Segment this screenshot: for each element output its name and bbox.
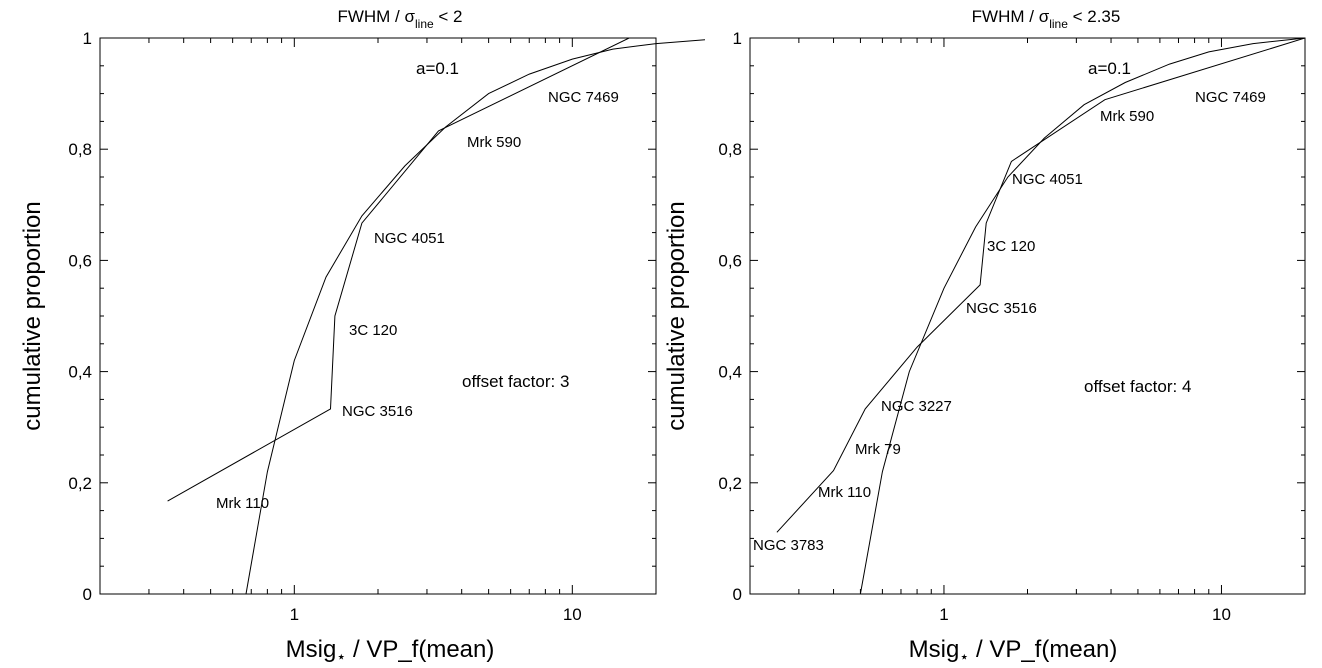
x-tick-label: 10	[1212, 605, 1231, 624]
y-tick-label: 0,2	[68, 474, 92, 493]
point-label: NGC 3516	[342, 403, 413, 420]
y-tick-label: 0,6	[68, 251, 92, 270]
panel-title: FWHM / σline < 2	[337, 7, 462, 31]
point-label: NGC 3227	[881, 398, 952, 415]
point-label: Mrk 79	[855, 441, 901, 458]
annotation-offset-factor: offset factor: 3	[462, 372, 569, 391]
y-axis-label: cumulative proportion	[19, 201, 46, 430]
y-tick-label: 0,4	[68, 363, 92, 382]
point-label: NGC 4051	[1012, 171, 1083, 188]
point-label: NGC 7469	[1195, 89, 1266, 106]
point-label: 3C 120	[349, 322, 397, 339]
point-label: Mrk 590	[1100, 108, 1154, 125]
x-tick-label: 10	[563, 605, 582, 624]
annotation-offset-factor: offset factor: 4	[1084, 377, 1191, 396]
point-label: NGC 3516	[966, 300, 1037, 317]
plot-frame	[99, 37, 657, 595]
empirical-cdf-line	[167, 38, 630, 502]
y-tick-label: 0,2	[718, 474, 742, 493]
y-tick-label: 1	[83, 29, 92, 48]
empirical-cdf-line	[776, 38, 1305, 533]
chart-panel-2: 0 0,2 0,4 0,6 0,8 1 1 10 NGC 3783 Mrk 110 Mrk 79 NG…	[663, 7, 1306, 666]
model-curve	[245, 39, 706, 595]
model-curve	[859, 38, 1305, 594]
point-label: 3C 120	[987, 238, 1035, 255]
point-label: NGC 7469	[548, 89, 619, 106]
point-label: NGC 4051	[374, 230, 445, 247]
point-label: Mrk 110	[216, 495, 269, 512]
chart-panel-1: 0 0,2 0,4 0,6 0,8 1 1 10 Mrk 110 NGC 3516 3C 120 NG…	[19, 7, 706, 666]
x-tick-label: 1	[290, 605, 299, 624]
point-label: Mrk 110	[818, 484, 871, 501]
y-tick-label: 0,8	[718, 140, 742, 159]
y-tick-label: 0,8	[68, 140, 92, 159]
y-tick-label: 0	[733, 585, 742, 604]
annotation-a: a=0.1	[416, 59, 459, 78]
x-tick-label: 1	[939, 605, 948, 624]
x-axis-label: Msig⋆ / VP_f(mean)	[909, 636, 1118, 666]
panel-title: FWHM / σline < 2.35	[972, 7, 1121, 31]
point-label: Mrk 590	[467, 134, 521, 151]
y-axis-label: cumulative proportion	[663, 201, 690, 430]
y-tick-label: 1	[733, 29, 742, 48]
y-tick-label: 0,6	[718, 251, 742, 270]
y-tick-label: 0	[83, 585, 92, 604]
x-axis-label: Msig⋆ / VP_f(mean)	[286, 636, 495, 666]
point-label: NGC 3783	[753, 537, 824, 554]
annotation-a: a=0.1	[1088, 59, 1131, 78]
y-tick-label: 0,4	[718, 363, 742, 382]
